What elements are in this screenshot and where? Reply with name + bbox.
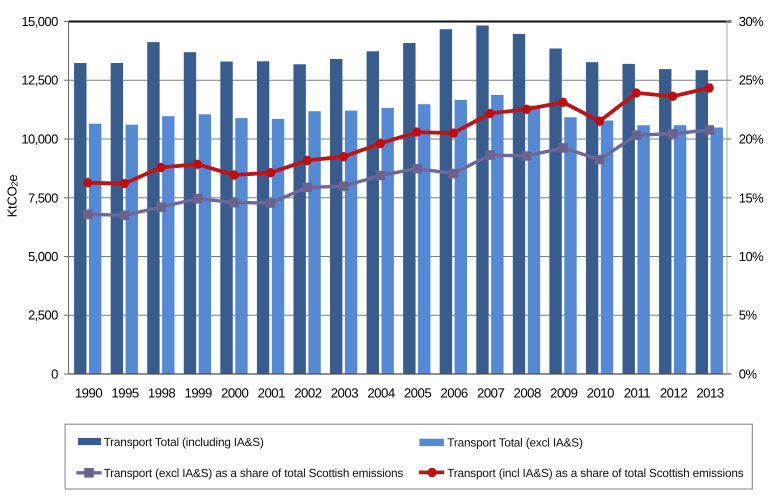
svg-text:0: 0 (51, 367, 58, 382)
svg-text:15,000: 15,000 (21, 14, 58, 29)
svg-text:2005: 2005 (404, 385, 432, 400)
svg-text:20%: 20% (739, 132, 764, 147)
svg-text:2011: 2011 (624, 385, 651, 400)
svg-text:12,500: 12,500 (21, 73, 58, 88)
svg-text:25%: 25% (739, 73, 764, 88)
svg-text:2004: 2004 (367, 385, 395, 400)
svg-text:10%: 10% (739, 249, 764, 264)
svg-text:2,500: 2,500 (28, 308, 58, 323)
svg-text:2010: 2010 (587, 385, 615, 400)
svg-text:1998: 1998 (148, 385, 176, 400)
svg-text:Transport Total (excl IA&S): Transport Total (excl IA&S) (447, 435, 583, 449)
svg-text:2003: 2003 (331, 385, 359, 400)
svg-text:2008: 2008 (514, 385, 542, 400)
svg-text:30%: 30% (739, 14, 764, 29)
svg-text:1999: 1999 (185, 385, 213, 400)
svg-text:Transport (incl IA&S) as a sha: Transport (incl IA&S) as a share of tota… (447, 466, 744, 480)
svg-text:2002: 2002 (294, 385, 322, 400)
svg-text:1990: 1990 (75, 385, 103, 400)
svg-text:2013: 2013 (696, 385, 724, 400)
svg-text:15%: 15% (739, 190, 764, 205)
svg-text:2000: 2000 (221, 385, 249, 400)
svg-text:7,500: 7,500 (28, 190, 58, 205)
svg-text:2009: 2009 (550, 385, 578, 400)
svg-text:10,000: 10,000 (21, 132, 58, 147)
svg-text:KtCO2e: KtCO2e (4, 175, 19, 218)
svg-text:2012: 2012 (660, 385, 688, 400)
svg-text:2001: 2001 (258, 385, 286, 400)
svg-text:Transport Total (including IA&: Transport Total (including IA&S) (104, 435, 264, 449)
svg-text:0%: 0% (739, 367, 758, 382)
svg-text:5,000: 5,000 (28, 249, 58, 264)
svg-text:5%: 5% (739, 308, 758, 323)
svg-text:2006: 2006 (440, 385, 468, 400)
svg-text:Transport (excl IA&S) as a sha: Transport (excl IA&S) as a share of tota… (104, 466, 404, 480)
svg-text:1995: 1995 (111, 385, 139, 400)
svg-text:2007: 2007 (477, 385, 505, 400)
